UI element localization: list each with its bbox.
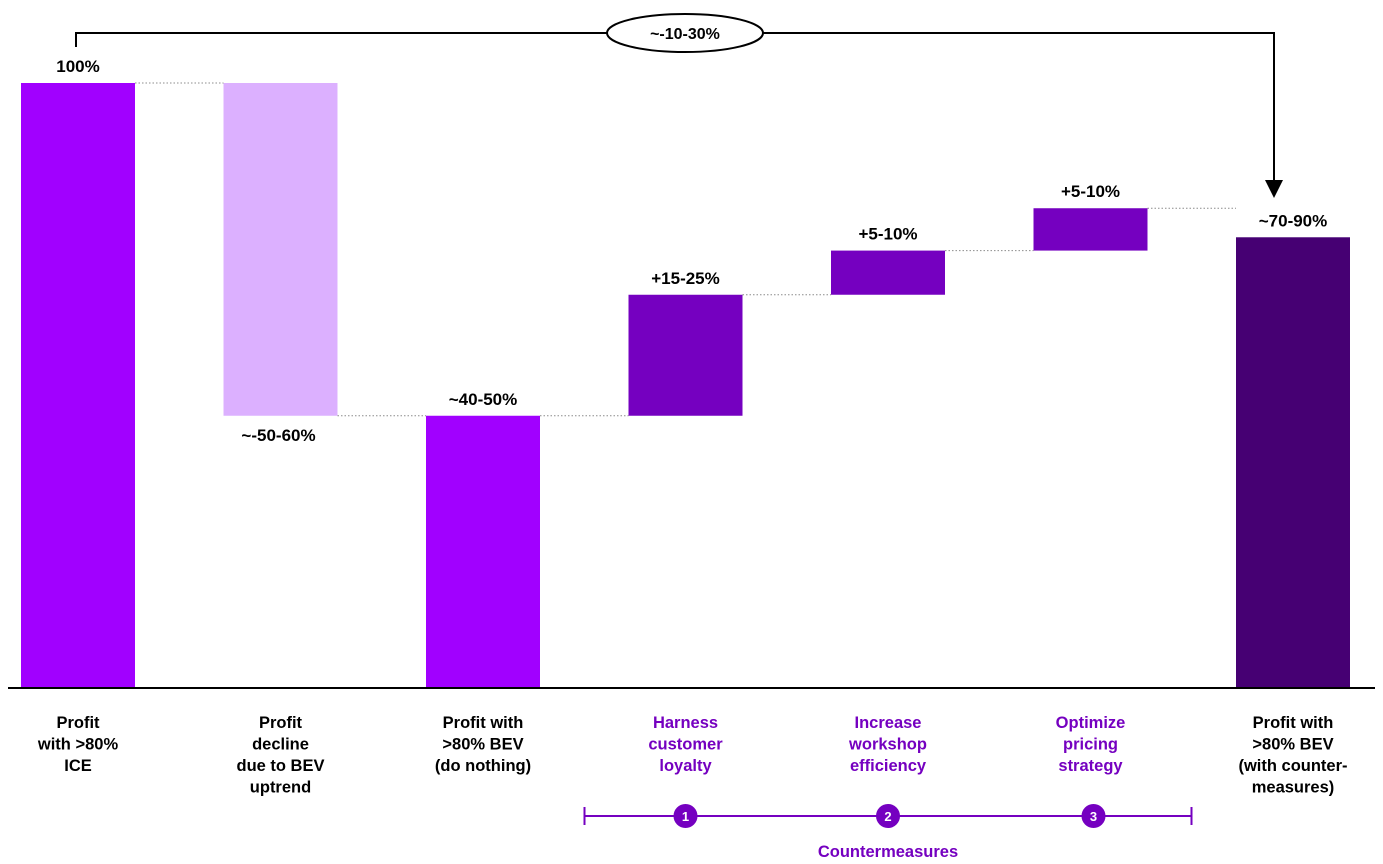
marker-1 [673,804,698,828]
category-label-4: Harness customer loyalty [648,714,723,775]
annotation-label: ~-10-30% [650,26,720,43]
annotation-arrowhead [1265,180,1283,198]
value-labels: 100% ~-50-60% ~40-50% +15-25% +5-10% +5-10% ~7… [56,57,1327,445]
bar-6 [1033,208,1148,251]
value-label-1: 100% [56,57,99,76]
category-label-1: Profit with >80% ICE [37,714,119,775]
value-label-5: +5-10% [858,225,917,244]
category-labels: Profit with >80% ICE Profit decline due to BE… [37,714,1348,797]
connector-lines [135,82,1236,417]
bar-2 [223,83,338,416]
bar-5 [831,250,945,295]
value-label-2: ~-50-60% [241,426,315,445]
marker-2 [876,804,900,828]
annotation-bubble [606,13,764,53]
difference-annotation: ~-10-30% [75,13,1283,198]
value-label-3: ~40-50% [449,390,518,409]
category-label-6: Optimize pricing strategy [1056,714,1126,775]
bracket-markers: 1 2 3 [673,804,1106,828]
countermeasures-label: Countermeasures [818,843,958,861]
value-label-7: ~70-90% [1259,211,1328,230]
bar-4 [628,294,743,416]
bar-3 [426,415,540,688]
category-label-3: Profit with >80% BEV (do nothing) [435,714,531,775]
value-label-4: +15-25% [651,269,720,288]
bars-group [21,83,1350,688]
marker-number-3: 3 [1090,809,1097,824]
category-label-2: Profit decline due to BEV uptrend [236,714,324,797]
category-label-7: Profit with >80% BEV (with counter-measure… [1238,714,1347,797]
marker-3 [1081,804,1106,828]
bar-1 [21,83,135,688]
category-label-5: Increase workshop efficiency [848,714,927,775]
bar-7 [1236,237,1350,688]
marker-number-1: 1 [682,809,689,824]
marker-number-2: 2 [884,809,891,824]
value-label-6: +5-10% [1061,182,1120,201]
countermeasures-bracket: 1 2 3 Countermeasures [583,804,1193,861]
